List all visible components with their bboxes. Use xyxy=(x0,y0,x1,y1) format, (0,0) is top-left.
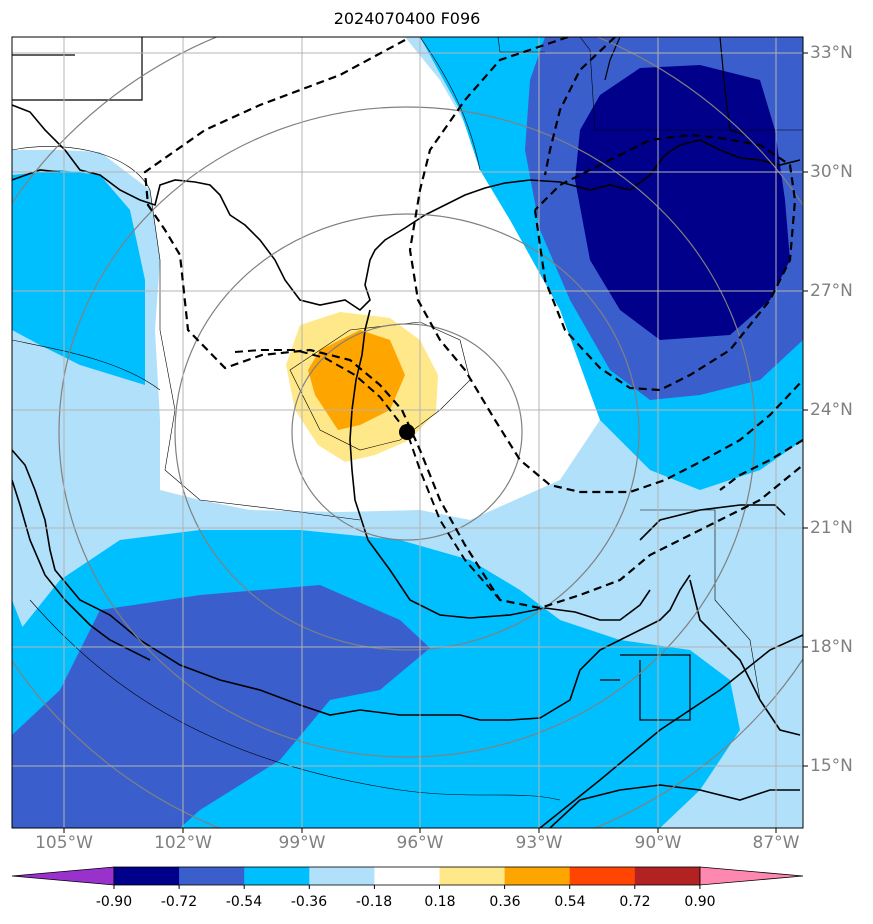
colorbar-swatch xyxy=(244,867,310,885)
shaded-field xyxy=(12,37,803,828)
colorbar-swatch xyxy=(634,867,701,885)
colorbar-label: -0.18 xyxy=(355,894,393,910)
colorbar xyxy=(11,866,804,889)
lat-label-33n: 33°N xyxy=(810,43,853,63)
graticule xyxy=(12,37,803,828)
lat-label-24n: 24°N xyxy=(810,400,853,420)
colorbar-label: 0.36 xyxy=(489,894,521,910)
lat-label-21n: 21°N xyxy=(810,518,853,538)
lon-label-93w: 93°W xyxy=(515,833,563,853)
dashed-contours xyxy=(143,37,803,610)
plot-frame xyxy=(11,36,804,829)
range-rings xyxy=(12,37,803,828)
colorbar-extend-min xyxy=(11,866,115,886)
field-blue-west xyxy=(12,170,145,385)
colorbar-label: -0.90 xyxy=(95,894,133,910)
colorbar-label: 0.18 xyxy=(424,894,456,910)
colorbar-label: -0.36 xyxy=(290,894,328,910)
colorbar-swatch xyxy=(309,867,375,885)
colorbar-extend-max xyxy=(699,866,804,886)
lon-label-99w: 99°W xyxy=(278,833,326,853)
colorbar-swatch xyxy=(504,867,571,885)
field-darkblue-east xyxy=(575,65,790,340)
colorbar-frame xyxy=(113,866,701,886)
map-title: 2024070400 F096 xyxy=(333,9,481,28)
colorbar-swatch xyxy=(439,867,506,885)
colorbar-swatch xyxy=(114,867,180,885)
lon-label-105w: 105°W xyxy=(35,833,93,853)
colorbar-label: -0.72 xyxy=(160,894,198,910)
lon-label-102w: 102°W xyxy=(154,833,212,853)
lon-label-96w: 96°W xyxy=(396,833,444,853)
lon-label-90w: 90°W xyxy=(634,833,682,853)
lat-label-15n: 15°N xyxy=(810,756,853,776)
colorbar-label: 0.54 xyxy=(554,894,586,910)
colorbar-label: 0.72 xyxy=(619,894,651,910)
lat-label-30n: 30°N xyxy=(810,162,853,182)
lat-label-27n: 27°N xyxy=(810,281,853,301)
lon-label-87w: 87°W xyxy=(752,833,800,853)
lat-label-18n: 18°N xyxy=(810,637,853,657)
storm-track xyxy=(234,349,501,601)
tick-marks xyxy=(63,52,808,833)
colorbar-label: -0.54 xyxy=(225,894,263,910)
colorbar-swatch xyxy=(374,867,440,885)
colorbar-label: 0.90 xyxy=(684,894,716,910)
colorbar-swatch xyxy=(179,867,245,885)
storm-center-marker xyxy=(399,424,415,440)
colorbar-swatch xyxy=(569,867,636,885)
